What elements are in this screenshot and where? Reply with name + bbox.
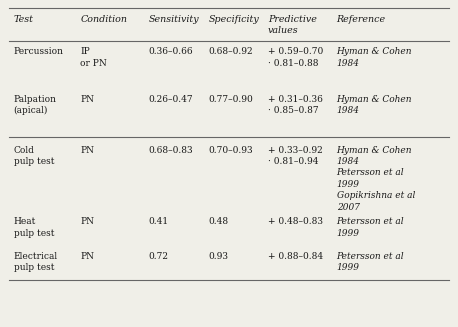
Text: Specificity: Specificity: [208, 15, 259, 24]
Text: + 0.48–0.83: + 0.48–0.83: [268, 217, 323, 227]
Text: IP
or PN: IP or PN: [80, 47, 107, 68]
Text: + 0.88–0.84: + 0.88–0.84: [268, 252, 323, 261]
Text: 0.68–0.83: 0.68–0.83: [149, 146, 193, 155]
Text: Hyman & Cohen
1984: Hyman & Cohen 1984: [337, 47, 412, 68]
Text: + 0.33–0.92
· 0.81–0.94: + 0.33–0.92 · 0.81–0.94: [268, 146, 323, 166]
Text: Reference: Reference: [337, 15, 386, 24]
Text: + 0.59–0.70
· 0.81–0.88: + 0.59–0.70 · 0.81–0.88: [268, 47, 323, 68]
Text: Hyman & Cohen
1984
Petersson et al
1999
Gopikrishna et al
2007: Hyman & Cohen 1984 Petersson et al 1999 …: [337, 146, 415, 212]
Text: PN: PN: [80, 252, 94, 261]
Text: Sensitivity: Sensitivity: [149, 15, 200, 24]
Text: Percussion: Percussion: [14, 47, 64, 57]
Text: Heat
pulp test: Heat pulp test: [14, 217, 54, 238]
Text: Electrical
pulp test: Electrical pulp test: [14, 252, 58, 272]
Text: PN: PN: [80, 95, 94, 104]
Text: 0.48: 0.48: [208, 217, 229, 227]
Text: 0.26–0.47: 0.26–0.47: [149, 95, 193, 104]
Text: 0.68–0.92: 0.68–0.92: [208, 47, 253, 57]
Text: Petersson et al
1999: Petersson et al 1999: [337, 217, 404, 238]
Text: 0.72: 0.72: [149, 252, 169, 261]
Text: + 0.31–0.36
· 0.85–0.87: + 0.31–0.36 · 0.85–0.87: [268, 95, 323, 115]
Text: 0.41: 0.41: [149, 217, 169, 227]
Text: 0.93: 0.93: [208, 252, 229, 261]
Text: Hyman & Cohen
1984: Hyman & Cohen 1984: [337, 95, 412, 115]
Text: Petersson et al
1999: Petersson et al 1999: [337, 252, 404, 272]
Text: PN: PN: [80, 146, 94, 155]
Text: Palpation
(apical): Palpation (apical): [14, 95, 57, 115]
Text: Predictive
values: Predictive values: [268, 15, 317, 35]
Text: 0.77–0.90: 0.77–0.90: [208, 95, 253, 104]
Text: PN: PN: [80, 217, 94, 227]
Text: Condition: Condition: [80, 15, 127, 24]
Text: Cold
pulp test: Cold pulp test: [14, 146, 54, 166]
Text: 0.36–0.66: 0.36–0.66: [149, 47, 193, 57]
Text: Test: Test: [14, 15, 34, 24]
Text: 0.70–0.93: 0.70–0.93: [208, 146, 253, 155]
